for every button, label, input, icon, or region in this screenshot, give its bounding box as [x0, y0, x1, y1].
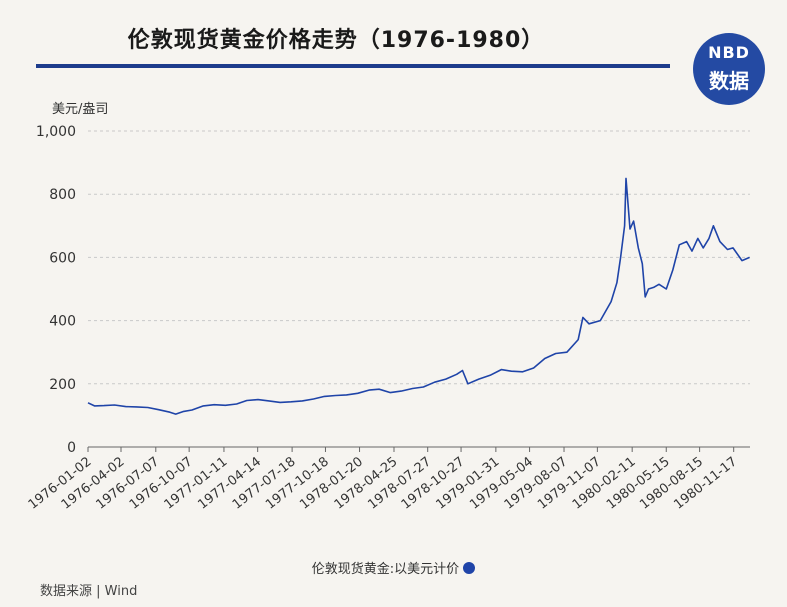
x-axis-ticks: 1976-01-021976-04-021976-07-071976-10-07…	[26, 447, 740, 513]
chart-title: 伦敦现货黄金价格走势（1976-1980）	[127, 28, 545, 53]
grid-lines	[88, 130, 750, 385]
y-axis-label: 美元/盎司	[52, 102, 108, 117]
y-tick-label: 800	[49, 187, 76, 203]
data-source: 数据来源 | Wind	[40, 584, 138, 599]
y-tick-label: 0	[67, 440, 76, 456]
nbd-logo: NBD 数据	[693, 33, 765, 105]
y-axis-ticks: 0 200 400 600 800 1,000	[36, 124, 76, 456]
y-tick-label: 200	[49, 377, 76, 393]
series-line-gold-price	[87, 177, 750, 415]
y-tick-label: 1,000	[36, 124, 76, 140]
legend: 伦敦现货黄金:以美元计价	[0, 558, 787, 577]
legend-marker	[463, 562, 476, 574]
title-underline	[36, 64, 670, 68]
y-tick-label: 400	[49, 314, 76, 330]
y-tick-label: 600	[49, 250, 76, 266]
logo-subtitle: 数据	[709, 69, 749, 93]
logo-brand: NBD	[708, 43, 750, 62]
legend-label: 伦敦现货黄金:以美元计价	[311, 562, 460, 577]
